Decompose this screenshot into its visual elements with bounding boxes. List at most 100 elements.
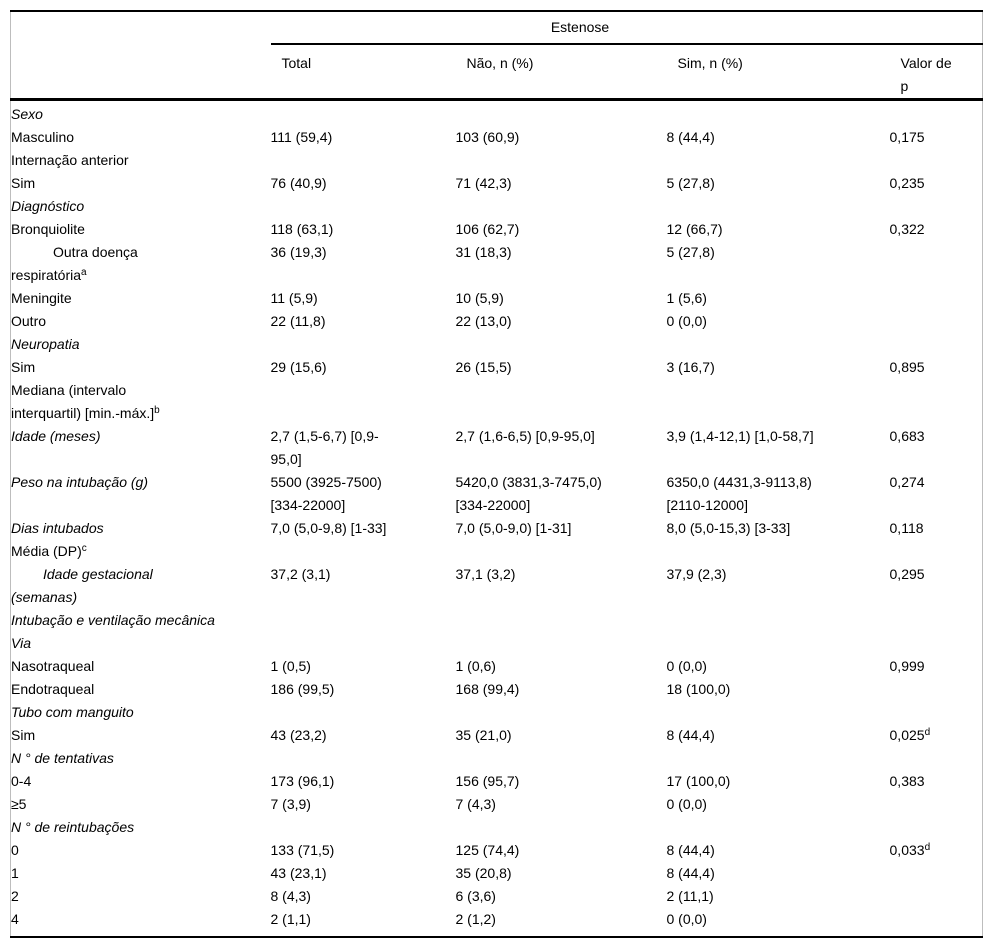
row-label: Média (DP)c	[11, 543, 87, 559]
cell-total: 43 (23,1)	[270, 865, 327, 881]
cell-sim: 5 (27,8)	[666, 244, 715, 260]
cell-nao	[456, 816, 667, 839]
row-label: Endotraqueal	[11, 681, 95, 697]
cell-sim	[667, 632, 890, 655]
cell-sim	[667, 100, 890, 127]
cell-valor: 0,683	[889, 428, 925, 444]
cell-valor: 0,895	[889, 359, 925, 375]
cell-sim	[667, 149, 890, 172]
cell-sim	[667, 540, 890, 563]
cell-nao: 10 (5,9)	[455, 290, 504, 306]
table-row: Bronquiolite 118 (63,1) 106 (62,7) 12 (66,7…	[11, 218, 983, 241]
cell-total: 1 (0,5)	[270, 658, 311, 674]
cell-nao: 37,1 (3,2)	[455, 566, 516, 582]
row-label: Sim	[11, 175, 36, 191]
row-label: Outra doença respiratóriaa	[11, 244, 138, 283]
col-header-nao: Não, n (%)	[455, 44, 667, 101]
row-label: Neuropatia	[11, 336, 80, 352]
cell-nao: 5420,0 (3831,3-7475,0) [334-22000]	[455, 474, 602, 513]
table-row: Intubação e ventilação mecânica	[11, 609, 983, 632]
cell-nao	[456, 632, 667, 655]
cell-sim: 3 (16,7)	[666, 359, 715, 375]
cell-valor: 0,383	[889, 773, 925, 789]
col-header-sim: Sim, n (%)	[666, 44, 890, 101]
cell-valor: 0,274	[889, 474, 925, 490]
cell-sim	[667, 747, 890, 770]
cell-total: 22 (11,8)	[270, 313, 326, 329]
col-header-empty	[10, 44, 271, 101]
cell-nao: 2,7 (1,6-6,5) [0,9-95,0]	[455, 428, 595, 444]
table-row: ≥5 7 (3,9) 7 (4,3) 0 (0,0)	[11, 793, 983, 816]
cell-valor: 0,999	[889, 658, 925, 674]
row-label: Idade gestacional (semanas)	[11, 566, 153, 605]
cell-valor	[890, 816, 983, 839]
cell-sim: 8,0 (5,0-15,3) [3-33]	[666, 520, 791, 536]
cell-valor	[890, 701, 983, 724]
cell-total: 133 (71,5)	[270, 842, 335, 858]
table-row: 2 8 (4,3) 6 (3,6) 2 (11,1)	[11, 885, 983, 908]
cell-nao: 106 (62,7)	[455, 221, 520, 237]
cell-total: 5500 (3925-7500) [334-22000]	[270, 474, 382, 513]
table-row: N ° de reintubações	[11, 816, 983, 839]
cell-sim: 0 (0,0)	[666, 658, 707, 674]
cell-valor	[890, 333, 983, 356]
row-label: ≥5	[11, 796, 27, 812]
cell-sim: 37,9 (2,3)	[666, 566, 727, 582]
table-row: Sim 29 (15,6) 26 (15,5) 3 (16,7) 0,895	[11, 356, 983, 379]
cell-sim	[667, 195, 890, 218]
cell-sim: 6350,0 (4431,3-9113,8) [2110-12000]	[666, 474, 812, 513]
cell-nao: 7,0 (5,0-9,0) [1-31]	[455, 520, 572, 536]
span-header-row: Estenose	[10, 10, 983, 45]
cell-nao: 7 (4,3)	[455, 796, 496, 812]
cell-valor	[890, 678, 983, 701]
cell-nao	[456, 540, 667, 563]
table-row: Nasotraqueal 1 (0,5) 1 (0,6) 0 (0,0) 0,999	[11, 655, 983, 678]
cell-nao	[456, 609, 667, 632]
cell-valor: 0,033d	[889, 842, 931, 858]
cell-total: 11 (5,9)	[270, 290, 318, 306]
cell-valor	[890, 241, 983, 287]
cell-sim: 3,9 (1,4-12,1) [1,0-58,7]	[666, 428, 814, 444]
cell-sim: 8 (44,4)	[666, 865, 715, 881]
cell-valor	[890, 885, 983, 908]
cell-sim	[667, 816, 890, 839]
cell-sim: 8 (44,4)	[666, 129, 715, 145]
cell-total: 7,0 (5,0-9,8) [1-33]	[270, 520, 387, 536]
table-row: Sim 76 (40,9) 71 (42,3) 5 (27,8) 0,235	[11, 172, 983, 195]
cell-nao: 22 (13,0)	[455, 313, 512, 329]
cell-nao	[456, 195, 667, 218]
cell-sim: 18 (100,0)	[666, 681, 731, 697]
cell-nao: 31 (18,3)	[455, 244, 512, 260]
cell-total: 173 (96,1)	[270, 773, 335, 789]
span-header-empty-cell	[10, 10, 271, 44]
cell-nao: 125 (74,4)	[455, 842, 520, 858]
cell-total: 186 (99,5)	[270, 681, 335, 697]
table-row: Endotraqueal 186 (99,5) 168 (99,4) 18 (100,…	[11, 678, 983, 701]
cell-nao: 35 (21,0)	[455, 727, 512, 743]
row-label: Peso na intubação (g)	[11, 474, 148, 490]
table-row: 1 43 (23,1) 35 (20,8) 8 (44,4)	[11, 862, 983, 885]
cell-valor	[890, 379, 983, 425]
cell-nao	[456, 149, 667, 172]
cell-nao: 26 (15,5)	[455, 359, 512, 375]
cell-total	[271, 609, 456, 632]
table-row: Masculino 111 (59,4) 103 (60,9) 8 (44,4) 0,1…	[11, 126, 983, 149]
row-label: 1	[11, 865, 19, 881]
cell-valor: 0,025d	[889, 727, 931, 743]
table-row: Via	[11, 632, 983, 655]
cell-total	[271, 632, 456, 655]
cell-nao: 35 (20,8)	[455, 865, 512, 881]
span-header-tail-cell	[889, 10, 983, 45]
cell-nao	[456, 701, 667, 724]
cell-valor: 0,118	[889, 520, 924, 536]
cell-sim: 0 (0,0)	[666, 796, 707, 812]
cell-valor	[890, 540, 983, 563]
cell-valor: 0,295	[889, 566, 925, 582]
cell-valor	[890, 862, 983, 885]
row-label: Dias intubados	[11, 520, 104, 536]
col-header-total: Total	[270, 44, 456, 101]
cell-total: 7 (3,9)	[270, 796, 311, 812]
cell-total: 43 (23,2)	[270, 727, 327, 743]
cell-valor	[890, 149, 983, 172]
